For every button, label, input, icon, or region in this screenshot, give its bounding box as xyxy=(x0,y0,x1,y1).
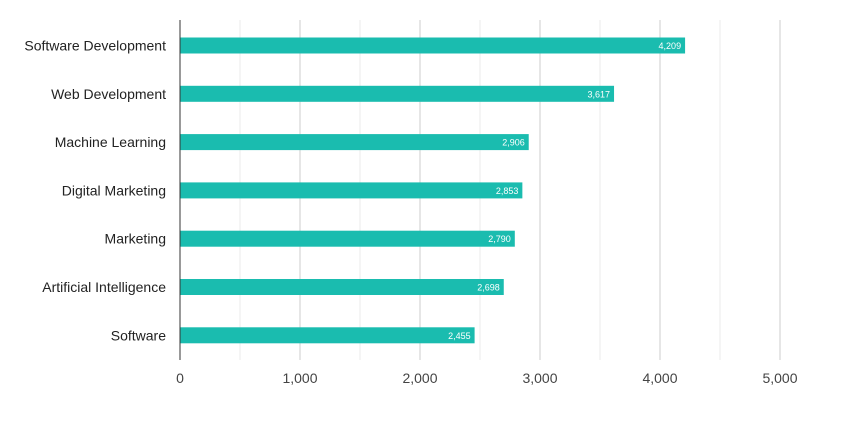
bar[interactable] xyxy=(180,37,686,54)
category-label: Marketing xyxy=(105,231,166,247)
category-labels: Software Development Web Development Machi… xyxy=(24,38,166,344)
bar[interactable] xyxy=(180,327,475,344)
bar[interactable] xyxy=(180,85,615,102)
bar-value-label: 2,455 xyxy=(448,331,471,341)
bar[interactable] xyxy=(180,134,529,151)
category-label: Software Development xyxy=(24,38,166,54)
category-label: Software xyxy=(111,327,166,343)
bar-value-label: 2,906 xyxy=(502,138,525,148)
category-label: Machine Learning xyxy=(55,134,166,150)
bar-value-label: 2,853 xyxy=(496,186,519,196)
bar-value-label: 2,698 xyxy=(477,283,500,293)
bars: 4,209 3,617 2,906 2,853 2,790 2,698 2,455 xyxy=(180,37,686,344)
x-tick-label: 1,000 xyxy=(282,370,317,386)
bar-value-label: 2,790 xyxy=(488,234,511,244)
x-tick-label: 5,000 xyxy=(762,370,797,386)
x-tick-label: 2,000 xyxy=(402,370,437,386)
category-label: Digital Marketing xyxy=(62,182,166,198)
bar[interactable] xyxy=(180,279,504,295)
x-tick-label: 0 xyxy=(176,370,184,386)
bar-value-label: 3,617 xyxy=(588,89,611,99)
x-axis-ticks: 0 1,000 2,000 3,000 4,000 5,000 xyxy=(176,370,798,386)
bar-value-label: 4,209 xyxy=(659,41,682,51)
x-tick-label: 3,000 xyxy=(522,370,557,386)
bar[interactable] xyxy=(180,230,515,247)
category-label: Web Development xyxy=(51,86,166,102)
category-label: Artificial Intelligence xyxy=(42,279,166,295)
bar[interactable] xyxy=(180,182,523,199)
x-tick-label: 4,000 xyxy=(642,370,677,386)
